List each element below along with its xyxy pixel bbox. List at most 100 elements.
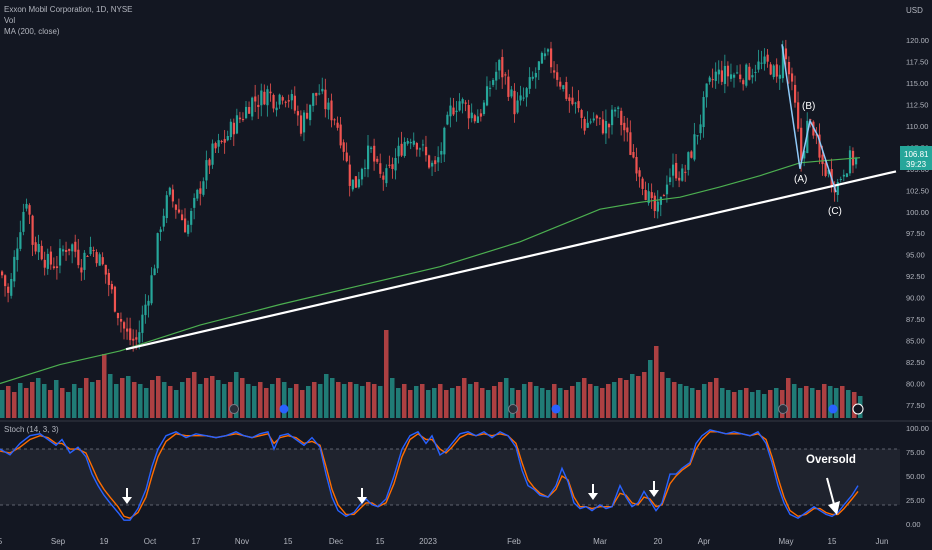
candle-body xyxy=(553,70,556,73)
candle-body xyxy=(119,318,123,322)
candle-body xyxy=(315,92,318,96)
candle-body xyxy=(778,74,781,79)
volume-bar xyxy=(0,390,5,418)
volume-bar xyxy=(96,380,101,418)
candle-body xyxy=(345,152,348,162)
volume-bar xyxy=(390,378,395,418)
candle-body xyxy=(418,148,422,150)
volume-bar xyxy=(126,376,131,418)
volume-bar xyxy=(174,390,179,418)
volume-bar xyxy=(624,380,629,418)
volume-bar xyxy=(66,392,71,418)
candle-body xyxy=(662,195,666,197)
candle-body xyxy=(513,90,516,115)
volume-bar xyxy=(18,383,23,418)
volume-bar xyxy=(30,382,35,418)
candle-body xyxy=(104,264,107,275)
candle-body xyxy=(388,164,391,166)
candle-body xyxy=(132,338,135,341)
candle-body xyxy=(165,195,168,219)
candle-body xyxy=(763,56,766,64)
candle-body xyxy=(245,106,248,119)
volume-bar xyxy=(618,378,623,418)
candle-body xyxy=(644,190,647,200)
arrow-down-icon xyxy=(826,477,840,515)
price-badge: 106.81 39:23 xyxy=(900,146,932,170)
candle-body xyxy=(540,52,544,64)
candle-body xyxy=(92,249,95,252)
candle-body xyxy=(714,71,717,81)
candle-body xyxy=(40,245,43,260)
volume-bar xyxy=(684,386,689,418)
candle-body xyxy=(208,159,211,166)
oversold-arrows xyxy=(122,477,840,515)
volume-bar xyxy=(834,388,839,418)
volume-bar xyxy=(846,390,851,418)
price-tick-label: 85.00 xyxy=(906,337,925,346)
price-tick-label: 92.50 xyxy=(906,272,925,281)
candle-body xyxy=(510,89,513,97)
event-earnings-icon xyxy=(778,404,788,414)
time-axis: 5 Sep 19 Oct 17 Nov 15 Dec 15 2023 Feb Mar 20 Apr May 1… xyxy=(0,537,888,546)
candle-body xyxy=(687,152,690,170)
volume-bar xyxy=(648,360,653,418)
time-tick-label: 15 xyxy=(284,537,293,546)
candle-body xyxy=(190,210,193,225)
ma-legend: MA (200, close) xyxy=(4,27,60,36)
candle-body xyxy=(629,132,632,155)
candle-body xyxy=(632,151,635,158)
volume-bar xyxy=(378,386,383,418)
candle-body xyxy=(98,254,101,266)
candle-body xyxy=(43,259,46,268)
candle-body xyxy=(281,97,284,101)
candle-body xyxy=(424,146,428,156)
volume-bar xyxy=(696,390,701,418)
candle-body xyxy=(168,187,171,195)
volume-bar xyxy=(774,388,779,418)
candle-body xyxy=(263,91,266,105)
candle-body xyxy=(318,93,321,95)
candle-body xyxy=(760,62,763,64)
candle-body xyxy=(592,118,595,121)
candle-body xyxy=(525,88,528,98)
price-badge-value: 106.81 xyxy=(904,150,929,159)
candle-body xyxy=(144,304,147,316)
candle-body xyxy=(473,115,476,122)
stoch-tick-label: 0.00 xyxy=(906,520,921,529)
volume-bar xyxy=(36,378,41,418)
candle-body xyxy=(702,97,705,128)
candle-body xyxy=(327,102,330,110)
volume-bar xyxy=(318,384,323,418)
candle-body xyxy=(656,201,659,212)
time-tick-label: Feb xyxy=(507,537,521,546)
volume-bar xyxy=(480,388,485,418)
volume-bar xyxy=(804,386,809,418)
volume-bar xyxy=(444,390,449,418)
volume-bar xyxy=(498,382,503,418)
candle-body xyxy=(162,215,165,227)
volume-bar xyxy=(372,384,377,418)
volume-bar xyxy=(762,394,767,418)
stoch-tick-label: 50.00 xyxy=(906,472,925,481)
volume-bar xyxy=(492,386,497,418)
volume-bar xyxy=(552,384,557,418)
candle-body xyxy=(367,145,370,170)
candle-body xyxy=(559,81,562,87)
price-tick-label: 80.00 xyxy=(906,380,925,389)
candle-body xyxy=(531,76,534,79)
candle-body xyxy=(226,136,229,141)
volume-bar xyxy=(90,382,95,418)
candle-body xyxy=(177,209,181,213)
volume-bar xyxy=(456,386,461,418)
time-tick-label: 19 xyxy=(100,537,109,546)
volume-bar xyxy=(138,384,143,418)
candle-body xyxy=(650,192,653,199)
candle-body xyxy=(421,144,425,146)
volume-bar xyxy=(546,390,551,418)
candle-body xyxy=(681,168,684,181)
volume-bar xyxy=(204,378,209,418)
candle-body xyxy=(193,197,196,208)
event-dividend-icon xyxy=(551,404,561,414)
candle-body xyxy=(342,142,345,152)
